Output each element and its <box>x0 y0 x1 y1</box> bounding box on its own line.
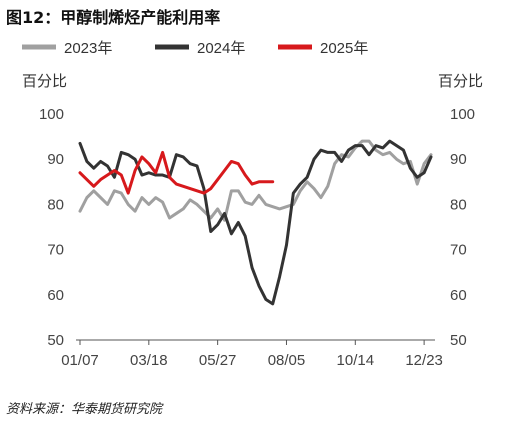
legend: 2023年 2024年 2025年 <box>22 40 368 57</box>
y-tick-label-right: 100 <box>450 106 475 123</box>
y-tick-label-left: 70 <box>47 242 64 259</box>
y-tick-label-left: 90 <box>47 151 64 168</box>
x-tick-label: 05/27 <box>199 352 237 369</box>
y-tick-label-right: 50 <box>450 332 467 349</box>
series-line-2023年 <box>78 139 433 222</box>
x-tick-label: 01/07 <box>61 352 99 369</box>
series-lines <box>78 139 433 306</box>
legend-label: 2025年 <box>320 40 368 57</box>
series-line-2024年 <box>78 139 433 306</box>
x-tick-label: 12/23 <box>405 352 443 369</box>
y-tick-label-right: 80 <box>450 196 467 213</box>
x-tick-label: 08/05 <box>268 352 306 369</box>
y-tick-label-left: 60 <box>47 287 64 304</box>
y-tick-label-right: 60 <box>450 287 467 304</box>
y-tick-label-right: 90 <box>450 151 467 168</box>
legend-label: 2024年 <box>197 40 245 57</box>
x-tick-label: 03/18 <box>130 352 168 369</box>
series-line-2025年 <box>78 150 275 195</box>
legend-label: 2023年 <box>64 40 112 57</box>
x-axis: 01/07 03/18 05/27 08/05 10/14 12/23 <box>61 339 443 369</box>
y-axis-unit-left: 百分比 <box>22 72 67 90</box>
x-tick-label: 10/14 <box>337 352 375 369</box>
y-tick-label-left: 100 <box>39 106 64 123</box>
y-tick-label-left: 50 <box>47 332 64 349</box>
source-note: 资料来源：华泰期货研究院 <box>6 402 163 417</box>
y-tick-label-right: 70 <box>450 242 467 259</box>
chart-title: 图12：甲醇制烯烃产能利用率 <box>6 8 221 27</box>
y-axis-unit-right: 百分比 <box>438 72 483 90</box>
y-axis-ticks: 50 50 60 60 70 70 80 80 90 90 100 100 <box>39 106 475 349</box>
y-tick-label-left: 80 <box>47 196 64 213</box>
